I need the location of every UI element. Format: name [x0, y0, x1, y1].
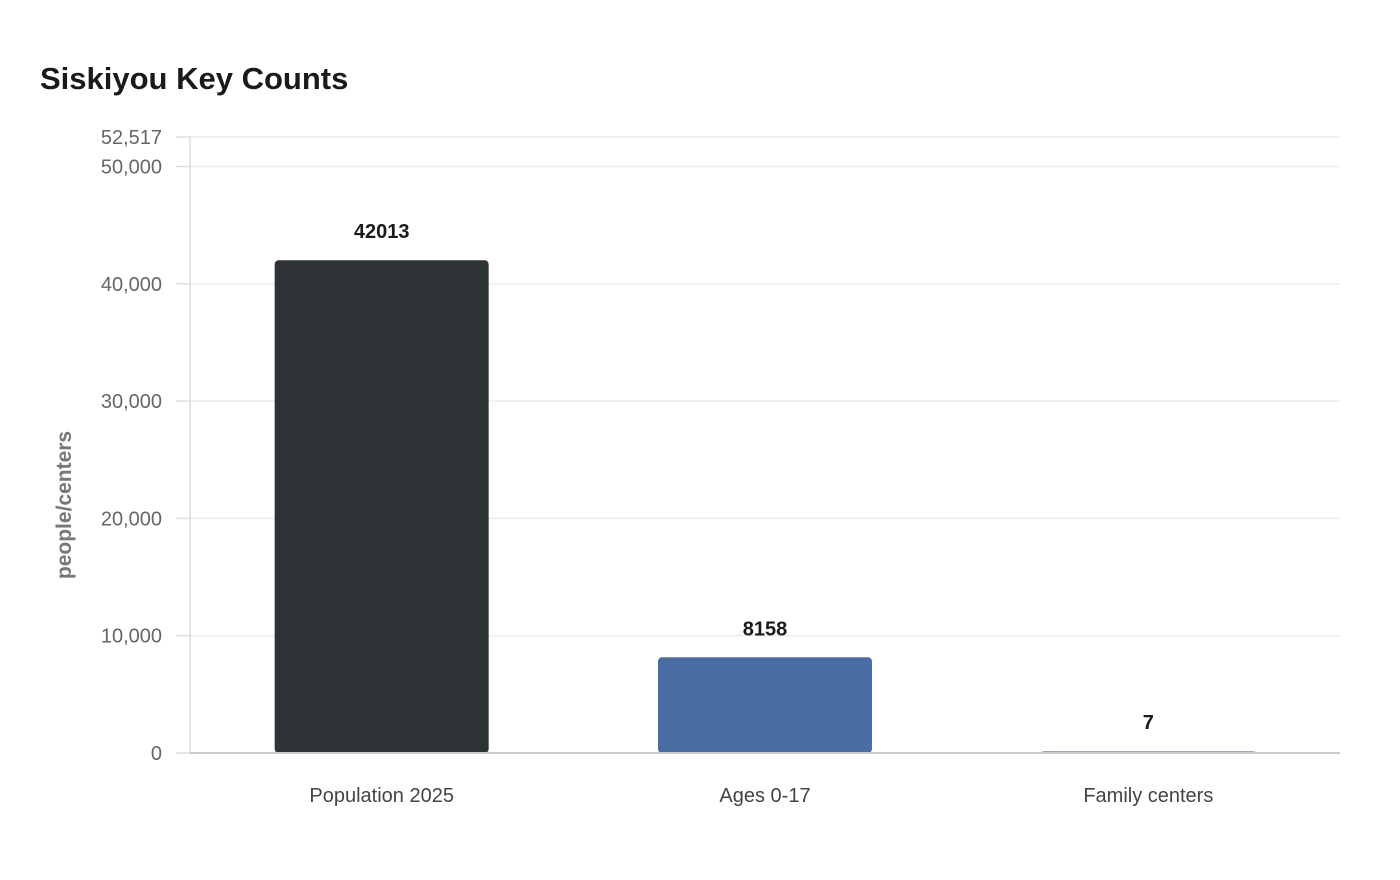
value-labels: 42013 8158 7 — [354, 221, 1154, 734]
x-axis-ticks: Population 2025 Ages 0-17 Family centers — [309, 785, 1213, 807]
y-tick-label: 10,000 — [101, 626, 162, 648]
x-tick-label: Family centers — [1083, 785, 1213, 807]
data-label: 8158 — [743, 618, 788, 640]
y-tick-label: 40,000 — [101, 274, 162, 296]
y-tick-label: 0 — [151, 743, 162, 765]
y-tick-label: 52,517 — [101, 127, 162, 149]
data-label: 42013 — [354, 221, 410, 243]
bar — [658, 657, 872, 753]
y-tick-label: 30,000 — [101, 391, 162, 413]
data-label: 7 — [1143, 712, 1154, 734]
bar — [274, 260, 489, 753]
x-tick-label: Population 2025 — [309, 785, 454, 807]
y-axis-ticks: 0 10,000 20,000 30,000 40,000 50,000 52,517 — [101, 127, 190, 765]
x-tick-label: Ages 0-17 — [719, 785, 810, 807]
y-tick-label: 50,000 — [101, 157, 162, 179]
y-axis-title: people/centers — [53, 431, 76, 579]
bars — [274, 260, 1256, 753]
y-tick-label: 20,000 — [101, 508, 162, 530]
chart-title: Siskiyou Key Counts — [40, 61, 349, 96]
